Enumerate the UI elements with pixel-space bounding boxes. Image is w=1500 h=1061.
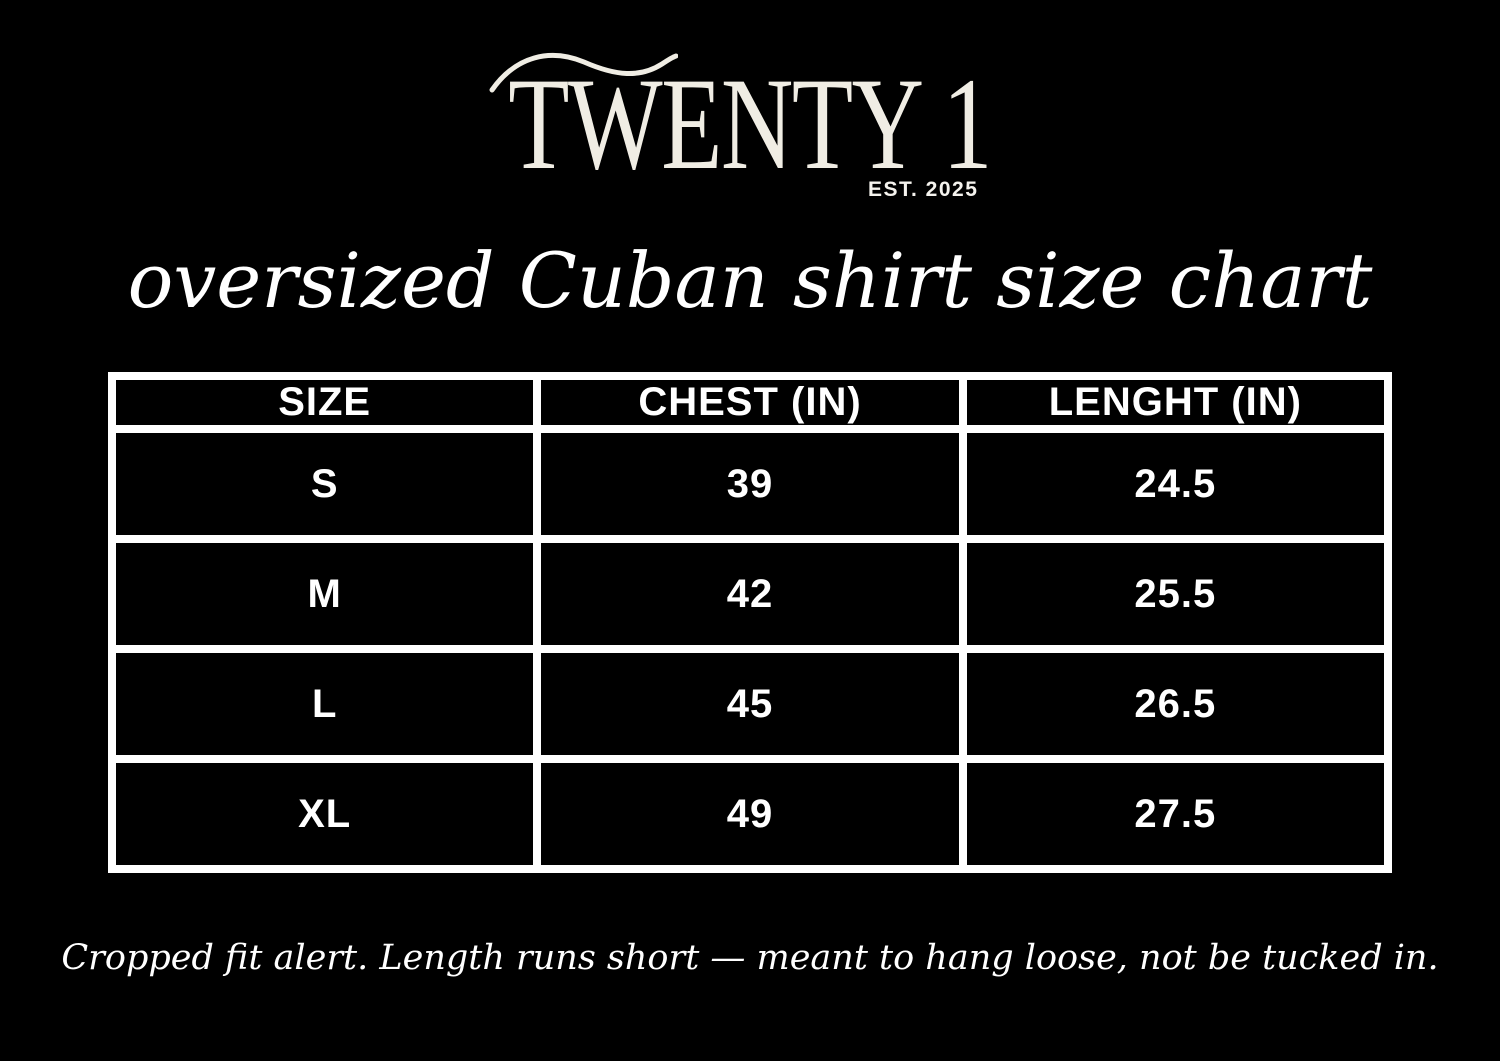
fit-note: Cropped fit alert. Length runs short — m… [61, 938, 1439, 978]
cell-size: M [107, 535, 542, 653]
brand-logo-inner: TWENTY 1 EST. 2025 [432, 50, 1067, 208]
cell-length: 25.5 [958, 535, 1393, 653]
table-row-l: L 45 26.5 [107, 645, 1393, 763]
cell-chest: 42 [533, 535, 967, 653]
cell-length: 26.5 [958, 645, 1393, 763]
table-row-xl: XL 49 27.5 [107, 755, 1393, 873]
cell-size: XL [107, 755, 542, 873]
logo-text: TWENTY 1 [508, 50, 993, 197]
brand-logo: TWENTY 1 EST. 2025 [0, 50, 1500, 208]
table-header-row: SIZE CHEST (IN) LENGHT (IN) [107, 372, 1393, 433]
cell-chest: 45 [533, 645, 967, 763]
size-chart-table: SIZE CHEST (IN) LENGHT (IN) S 39 24.5 M … [107, 372, 1393, 873]
cell-chest: 49 [533, 755, 967, 873]
page-title: oversized Cuban shirt size chart [127, 236, 1373, 325]
cell-length: 27.5 [958, 755, 1393, 873]
cell-size: S [107, 425, 542, 543]
column-header-length: LENGHT (IN) [958, 372, 1393, 433]
cell-chest: 39 [533, 425, 967, 543]
column-header-size: SIZE [107, 372, 542, 433]
cell-size: L [107, 645, 542, 763]
table-row-s: S 39 24.5 [107, 425, 1393, 543]
established-label: EST. 2025 [867, 178, 979, 201]
cell-length: 24.5 [958, 425, 1393, 543]
table-row-m: M 42 25.5 [107, 535, 1393, 653]
column-header-chest: CHEST (IN) [533, 372, 967, 433]
